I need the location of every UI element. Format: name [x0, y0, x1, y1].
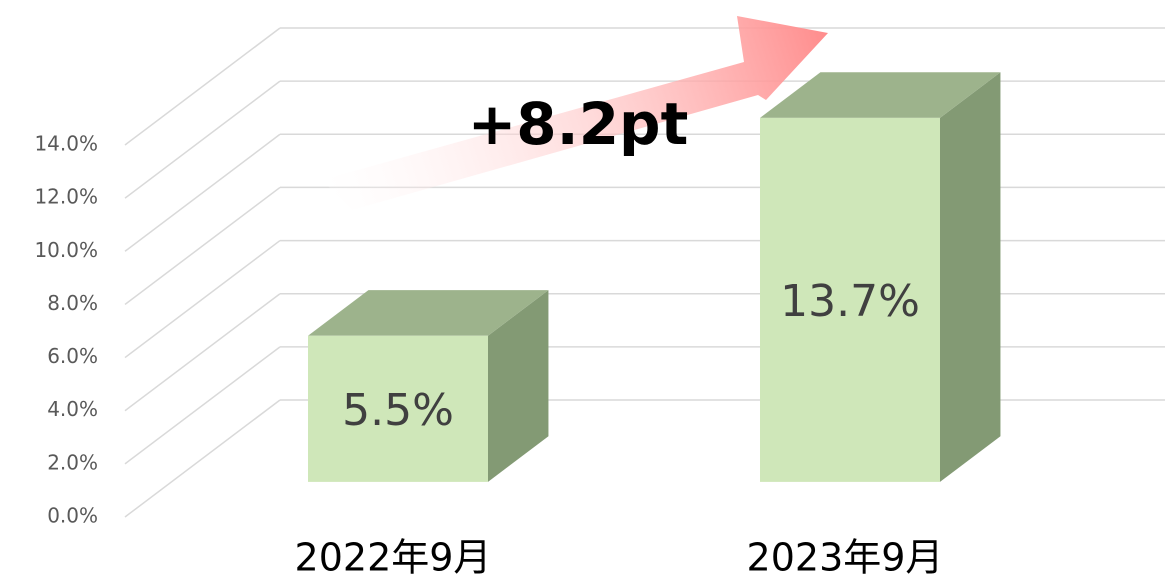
x-tick-label: 2022年9月 [295, 536, 492, 580]
annotation: +8.2pt [468, 90, 689, 158]
grid-line [124, 27, 281, 146]
bar-top [308, 290, 549, 336]
bar-side [940, 72, 1001, 482]
grid-line [124, 80, 281, 199]
y-tick-label: 2.0% [47, 450, 98, 474]
x-tick-label: 2023年9月 [747, 536, 944, 580]
arrow [322, 16, 828, 210]
data-label: 13.7% [780, 276, 920, 327]
y-tick-label: 12.0% [34, 185, 98, 209]
grid-line [124, 399, 281, 518]
y-tick-label: 8.0% [47, 291, 98, 315]
bar-top [760, 72, 1001, 118]
grid-line [124, 346, 281, 465]
bar-side [488, 290, 549, 482]
grid-line [124, 133, 281, 252]
grid-line [124, 186, 281, 306]
y-tick-label: 14.0% [34, 132, 98, 156]
data-label: 5.5% [342, 385, 454, 436]
bar [308, 335, 488, 482]
grid-line [124, 293, 281, 412]
y-tick-label: 0.0% [47, 504, 98, 528]
bar [760, 117, 940, 482]
y-tick-label: 10.0% [34, 238, 98, 262]
y-tick-label: 6.0% [47, 344, 98, 368]
y-tick-label: 4.0% [47, 397, 98, 421]
grid-line [124, 239, 281, 359]
